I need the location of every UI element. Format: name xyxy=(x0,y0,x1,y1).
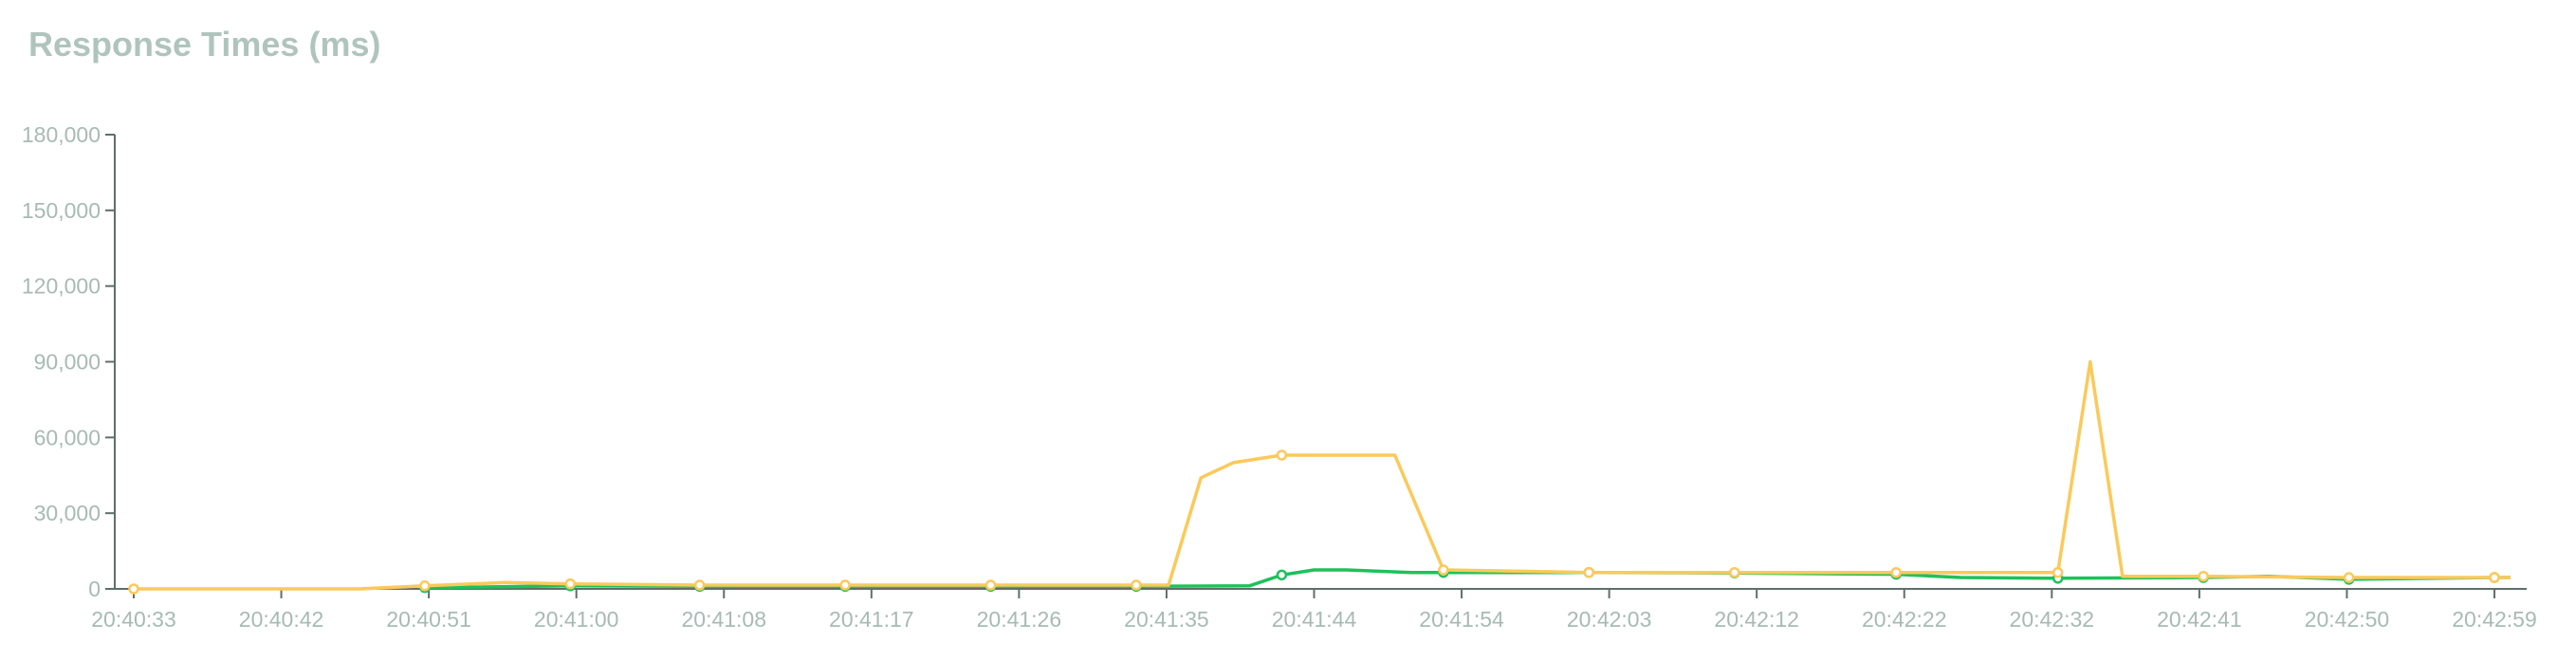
y-tick-label: 150,000 xyxy=(22,198,101,223)
data-point[interactable] xyxy=(564,578,577,590)
x-tick-label: 20:41:17 xyxy=(829,607,914,632)
x-tick-label: 20:41:00 xyxy=(534,607,619,632)
data-point[interactable] xyxy=(1728,566,1740,578)
data-point[interactable] xyxy=(1438,564,1449,576)
data-point[interactable] xyxy=(2343,572,2355,583)
y-tick-label: 120,000 xyxy=(22,274,101,299)
x-tick-label: 20:42:22 xyxy=(1862,607,1947,632)
x-axis: 20:40:33 20:40:42 20:40:51 20:41:00 20:41:08… xyxy=(91,588,2537,632)
data-point[interactable] xyxy=(1131,579,1142,591)
data-point[interactable] xyxy=(839,579,851,591)
data-point[interactable] xyxy=(1583,566,1595,578)
y-tick-label: 60,000 xyxy=(34,425,101,449)
x-tick-label: 20:41:08 xyxy=(681,607,766,632)
x-tick-label: 20:40:33 xyxy=(91,607,176,632)
data-point[interactable] xyxy=(1276,569,1288,581)
x-tick-label: 20:42:03 xyxy=(1567,607,1652,632)
data-point[interactable] xyxy=(2052,566,2064,578)
data-point[interactable] xyxy=(419,580,431,592)
data-point[interactable] xyxy=(1276,449,1288,461)
x-tick-label: 20:40:51 xyxy=(386,607,471,632)
y-tick-label: 0 xyxy=(88,577,101,601)
data-point[interactable] xyxy=(693,579,706,591)
x-tick-label: 20:42:12 xyxy=(1714,607,1799,632)
x-tick-label: 20:40:42 xyxy=(239,607,324,632)
data-point[interactable] xyxy=(2489,572,2500,583)
series-2 xyxy=(128,359,2511,595)
data-point[interactable] xyxy=(984,579,997,591)
x-tick-label: 20:41:54 xyxy=(1419,607,1504,632)
data-point[interactable] xyxy=(1890,566,1902,578)
x-tick-label: 20:41:26 xyxy=(977,607,1062,632)
data-point[interactable] xyxy=(2198,570,2209,582)
y-tick-label: 90,000 xyxy=(34,350,101,375)
x-tick-label: 20:42:41 xyxy=(2157,607,2242,632)
data-point[interactable] xyxy=(128,583,139,595)
x-tick-label: 20:41:44 xyxy=(1272,607,1357,632)
series-layer xyxy=(128,359,2511,595)
y-tick-label: 30,000 xyxy=(34,501,101,525)
x-tick-label: 20:42:50 xyxy=(2305,607,2390,632)
x-tick-label: 20:42:59 xyxy=(2452,607,2537,632)
x-tick-label: 20:42:32 xyxy=(2010,607,2095,632)
x-tick-label: 20:41:35 xyxy=(1124,607,1209,632)
y-tick-label: 180,000 xyxy=(22,122,101,147)
y-axis: 0 30,000 60,000 90,000 120,000 150,000 180,000 xyxy=(22,122,116,601)
chart-title: Response Times (ms) xyxy=(28,25,381,64)
series-line xyxy=(134,359,2511,591)
